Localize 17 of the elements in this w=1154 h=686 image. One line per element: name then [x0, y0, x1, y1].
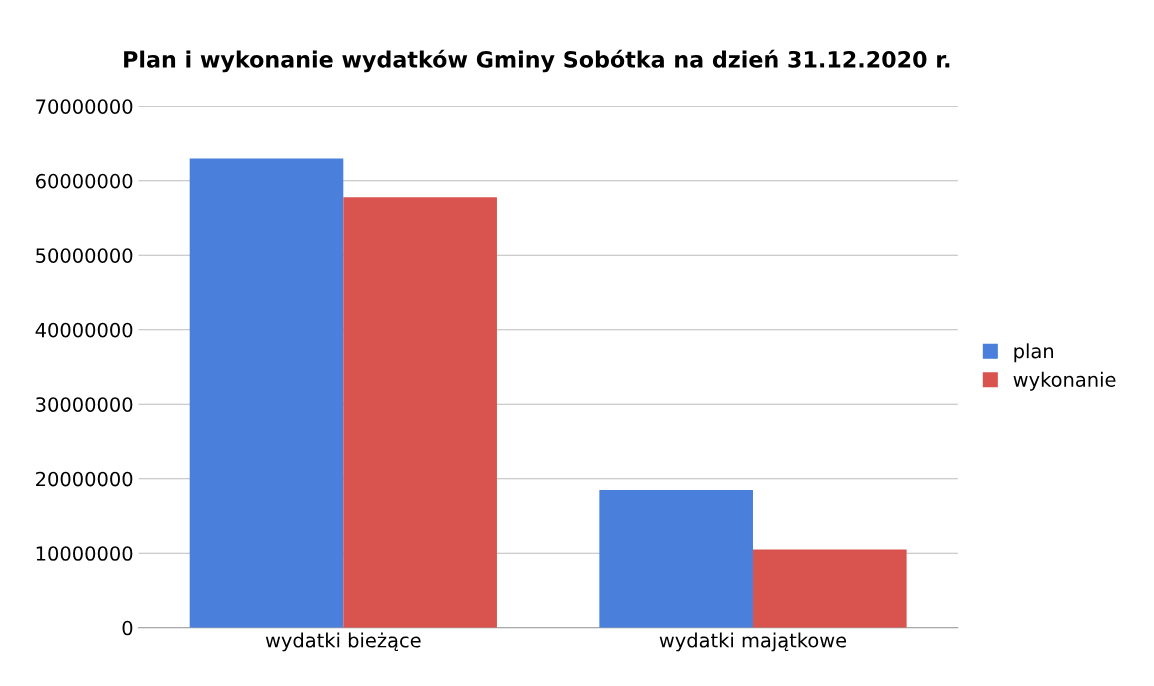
bar: [189, 158, 344, 628]
y-tick-label: 0: [122, 620, 133, 636]
legend-label: wykonanie: [1013, 371, 1116, 391]
bar: [599, 489, 753, 628]
legend-label: plan: [1014, 343, 1054, 363]
bar: [752, 549, 907, 628]
y-tick-label: 20000000: [36, 471, 133, 487]
y-tick-label: 10000000: [36, 546, 133, 561]
x-tick-label: wydatki majątkowe: [659, 632, 847, 652]
y-tick-label: 60000000: [36, 173, 133, 189]
y-tick-label: 70000000: [36, 99, 133, 114]
bar: [343, 197, 497, 628]
y-tick-label: 50000000: [36, 248, 133, 263]
y-tick-label: 30000000: [36, 397, 133, 412]
x-tick-label: wydatki bieżące: [265, 632, 421, 652]
chart-title: Plan i wykonanie wydatków Gminy Sobótka na dzień 31.12.2020 r.: [124, 49, 950, 73]
y-tick-label: 40000000: [35, 322, 133, 338]
